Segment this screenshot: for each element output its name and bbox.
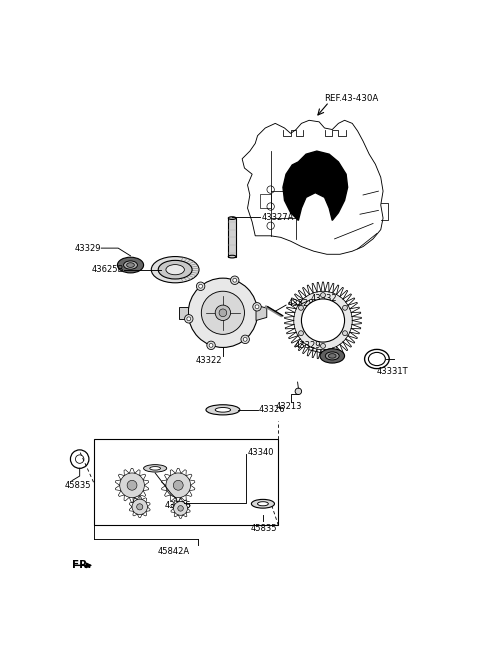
Circle shape	[295, 388, 301, 394]
Circle shape	[188, 278, 258, 348]
Text: 45842A: 45842A	[157, 547, 190, 556]
Circle shape	[174, 501, 188, 516]
Ellipse shape	[206, 405, 240, 415]
Text: 43326: 43326	[259, 405, 286, 415]
Ellipse shape	[118, 257, 144, 273]
Bar	[228, 218, 236, 256]
Circle shape	[243, 337, 247, 341]
Polygon shape	[283, 151, 348, 220]
Text: REF.43-430A: REF.43-430A	[324, 94, 379, 103]
Circle shape	[184, 315, 193, 323]
Ellipse shape	[328, 354, 336, 358]
Text: FR.: FR.	[72, 560, 91, 570]
Circle shape	[321, 344, 325, 348]
Text: 45835: 45835	[251, 524, 277, 533]
Ellipse shape	[258, 502, 268, 506]
Bar	[94, 439, 278, 525]
Circle shape	[230, 276, 239, 285]
Circle shape	[215, 305, 230, 321]
Text: 43328: 43328	[288, 299, 314, 308]
Polygon shape	[179, 306, 188, 319]
Ellipse shape	[151, 256, 199, 283]
Text: 43329: 43329	[295, 340, 321, 350]
Ellipse shape	[215, 407, 230, 412]
Text: 43327A: 43327A	[262, 213, 294, 222]
Circle shape	[137, 504, 143, 510]
Circle shape	[343, 331, 348, 336]
Ellipse shape	[123, 261, 137, 269]
Ellipse shape	[127, 263, 134, 268]
Ellipse shape	[144, 464, 167, 472]
Circle shape	[321, 293, 325, 298]
Circle shape	[132, 499, 147, 514]
Circle shape	[255, 305, 259, 309]
Bar	[260, 194, 271, 208]
Circle shape	[166, 473, 191, 498]
Text: 45835: 45835	[64, 481, 91, 490]
Circle shape	[196, 282, 205, 291]
Circle shape	[207, 341, 216, 350]
Circle shape	[299, 331, 303, 336]
Circle shape	[201, 291, 244, 335]
Polygon shape	[256, 305, 267, 321]
Text: 43322: 43322	[195, 356, 222, 365]
Circle shape	[120, 473, 144, 498]
Text: 43213: 43213	[275, 402, 302, 411]
Ellipse shape	[150, 466, 160, 470]
Ellipse shape	[320, 349, 345, 363]
Ellipse shape	[158, 260, 192, 279]
Circle shape	[127, 480, 137, 490]
Ellipse shape	[166, 264, 184, 275]
Circle shape	[187, 317, 191, 321]
Circle shape	[301, 299, 345, 342]
Circle shape	[233, 278, 237, 282]
Ellipse shape	[252, 499, 275, 508]
Circle shape	[178, 506, 183, 511]
Ellipse shape	[228, 255, 236, 258]
Circle shape	[173, 480, 183, 490]
Text: 43329: 43329	[75, 243, 102, 253]
Text: 43326: 43326	[164, 501, 191, 510]
Text: 43332: 43332	[311, 295, 337, 304]
Ellipse shape	[228, 216, 236, 220]
Text: 43331T: 43331T	[377, 367, 408, 376]
Circle shape	[209, 344, 213, 347]
Circle shape	[253, 302, 261, 311]
Circle shape	[294, 291, 352, 350]
Text: 43625B: 43625B	[92, 265, 124, 274]
Text: 43340: 43340	[248, 449, 274, 457]
Circle shape	[199, 284, 203, 288]
Circle shape	[299, 305, 303, 310]
Circle shape	[343, 305, 348, 310]
Circle shape	[219, 309, 227, 317]
Circle shape	[241, 335, 250, 344]
Ellipse shape	[325, 352, 339, 360]
